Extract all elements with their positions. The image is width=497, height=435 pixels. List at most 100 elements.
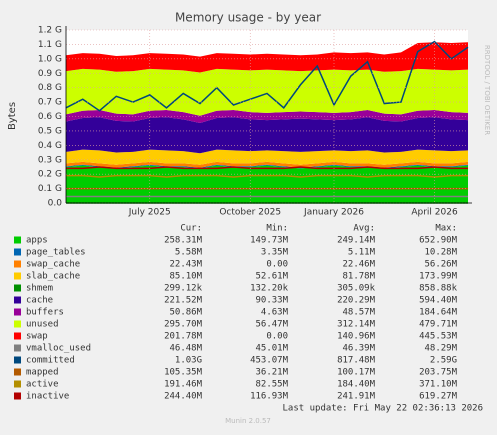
legend-stat: 453.07M (250, 356, 289, 366)
legend-stat: 5.11M (348, 248, 376, 258)
legend-stat: 22.43M (169, 260, 202, 270)
legend-stat: 10.28M (424, 248, 457, 258)
legend-name: vmalloc_used (26, 344, 91, 354)
legend-name: cache (26, 296, 53, 306)
legend-header: Avg: (353, 224, 375, 234)
legend-stat: 244.40M (164, 392, 203, 402)
legend-stat: 305.09k (337, 284, 376, 294)
legend-stat: 203.75M (419, 368, 458, 378)
legend-swatch (14, 380, 21, 388)
legend-swatch (14, 356, 21, 364)
legend-stat: 5.58M (175, 248, 203, 258)
legend-stat: 48.57M (342, 308, 375, 318)
legend-name: swap (26, 332, 48, 342)
legend-stat: 445.53M (419, 332, 458, 342)
legend-name: committed (26, 356, 75, 366)
line (66, 166, 468, 170)
legend-name: buffers (26, 308, 64, 318)
legend-stat: 149.73M (250, 236, 289, 246)
legend-header: Min: (266, 224, 288, 234)
legend-stat: 4.63M (261, 308, 289, 318)
x-tick-label: January 2026 (303, 208, 364, 218)
legend-stat: 90.33M (255, 296, 288, 306)
legend-stat: 817.48M (337, 356, 376, 366)
y-tick-label: 1.0 G (38, 54, 62, 64)
legend-name: page_tables (26, 248, 86, 258)
legend-header: Max: (435, 224, 457, 234)
y-axis-label: Bytes (7, 102, 18, 130)
legend-stat: 1.03G (175, 356, 202, 366)
y-tick-label: 0.0 (48, 199, 63, 209)
version: Munin 2.0.57 (225, 417, 271, 425)
y-tick-label: 1.1 G (38, 40, 62, 50)
legend-stat: 619.27M (419, 392, 458, 402)
legend-stat: 594.40M (419, 296, 458, 306)
legend-stat: 0.00 (266, 260, 288, 270)
y-tick-label: 0.4 G (38, 141, 62, 151)
legend-swatch (14, 308, 21, 316)
legend-stat: 82.55M (255, 380, 288, 390)
legend-stat: 3.35M (261, 248, 289, 258)
legend-name: slab_cache (26, 272, 80, 282)
legend-swatch (14, 344, 21, 352)
legend-stat: 371.10M (419, 380, 458, 390)
y-tick-label: 0.6 G (38, 112, 62, 122)
y-tick-label: 0.7 G (38, 98, 62, 108)
legend-stat: 46.48M (169, 344, 202, 354)
watermark: RRDTOOL / TOBI OETIKER (483, 45, 491, 135)
chart-title: Memory usage - by year (175, 11, 321, 25)
legend-name: shmem (26, 284, 53, 294)
legend-stat: 249.14M (337, 236, 376, 246)
area (66, 68, 468, 116)
legend-name: inactive (26, 392, 69, 402)
area (66, 164, 468, 169)
legend-stat: 85.10M (169, 272, 202, 282)
legend-stat: 858.88k (419, 284, 458, 294)
y-tick-label: 1.2 G (38, 26, 62, 36)
legend-stat: 221.52M (164, 296, 203, 306)
legend-name: unused (26, 320, 59, 330)
legend-name: swap_cache (26, 260, 80, 270)
legend-stat: 56.26M (424, 260, 457, 270)
legend-swatch (14, 248, 21, 256)
legend-stat: 0.00 (266, 332, 288, 342)
legend-stat: 312.14M (337, 320, 376, 330)
legend-name: mapped (26, 368, 59, 378)
legend-stat: 241.91M (337, 392, 376, 402)
legend-stat: 140.96M (337, 332, 376, 342)
area (66, 165, 468, 203)
plot (65, 40, 469, 204)
y-tick-label: 0.5 G (38, 126, 62, 136)
legend-stat: 105.35M (164, 368, 203, 378)
legend-stat: 652.90M (419, 236, 458, 246)
area (66, 42, 468, 73)
legend-stat: 295.70M (164, 320, 203, 330)
legend-swatch (14, 260, 21, 268)
x-tick-label: July 2025 (128, 208, 171, 218)
legend-stat: 2.59G (430, 356, 457, 366)
legend-stat: 100.17M (337, 368, 376, 378)
legend-stat: 184.64M (419, 308, 458, 318)
legend-stat: 173.99M (419, 272, 458, 282)
legend-stat: 81.78M (342, 272, 375, 282)
line (66, 174, 468, 178)
legend-swatch (14, 368, 21, 376)
legend-stat: 191.46M (164, 380, 203, 390)
legend-stat: 220.29M (337, 296, 376, 306)
y-tick-label: 0.2 G (38, 170, 62, 180)
legend-swatch (14, 320, 21, 328)
legend-stat: 22.46M (342, 260, 375, 270)
legend-swatch (14, 296, 21, 304)
legend-name: active (26, 380, 59, 390)
y-tick-label: 0.8 G (38, 83, 62, 93)
legend-stat: 184.40M (337, 380, 376, 390)
legend-swatch (14, 332, 21, 340)
legend-stat: 132.20k (250, 284, 289, 294)
legend-name: apps (26, 236, 48, 246)
legend-stat: 45.01M (255, 344, 288, 354)
x-tick-label: October 2025 (219, 208, 281, 218)
legend-stat: 116.93M (250, 392, 289, 402)
y-tick-label: 0.3 G (38, 155, 62, 165)
